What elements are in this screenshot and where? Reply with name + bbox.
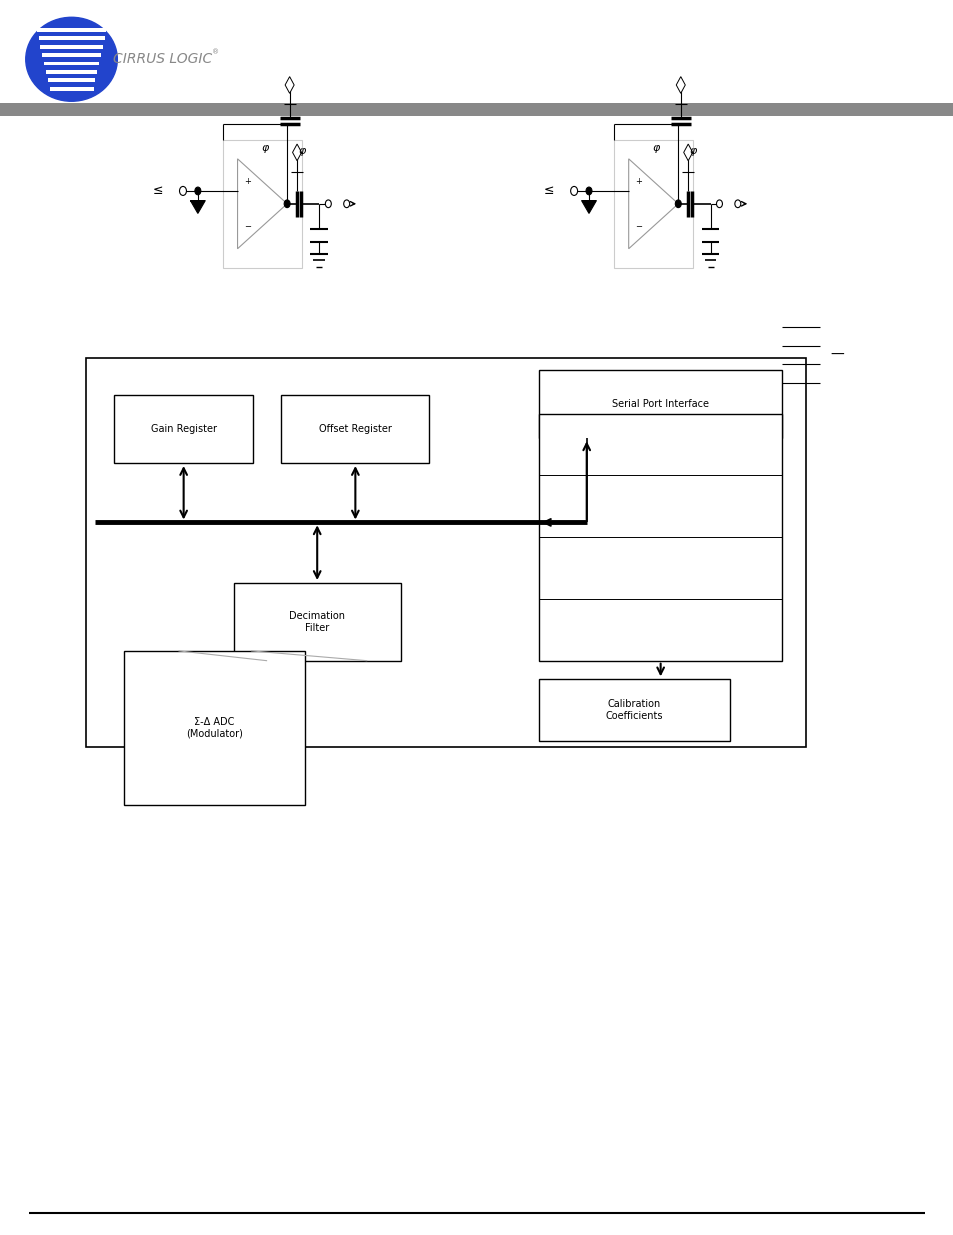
- Bar: [48, 79, 95, 83]
- Circle shape: [570, 186, 577, 195]
- Bar: [44, 62, 99, 65]
- Text: Offset Register: Offset Register: [318, 424, 392, 435]
- Polygon shape: [628, 159, 678, 248]
- Bar: [46, 70, 97, 74]
- Circle shape: [179, 186, 186, 195]
- Circle shape: [716, 200, 721, 207]
- Text: CIRRUS LOGIC: CIRRUS LOGIC: [112, 52, 212, 67]
- Bar: [40, 44, 103, 48]
- Text: Serial Port Interface: Serial Port Interface: [612, 399, 708, 410]
- Text: Gain Register: Gain Register: [151, 424, 216, 435]
- Circle shape: [585, 186, 592, 195]
- Circle shape: [284, 200, 290, 207]
- Bar: [42, 53, 101, 57]
- Circle shape: [194, 186, 201, 195]
- Bar: [222, 140, 302, 268]
- Bar: [38, 37, 105, 41]
- Text: φ: φ: [261, 143, 268, 153]
- Polygon shape: [676, 77, 684, 94]
- Bar: [538, 370, 781, 438]
- Polygon shape: [683, 144, 692, 161]
- Circle shape: [675, 200, 680, 207]
- Text: Decimation
Filter: Decimation Filter: [289, 611, 345, 632]
- Bar: [233, 583, 400, 661]
- Text: —: —: [829, 348, 842, 362]
- Bar: [50, 86, 93, 90]
- Ellipse shape: [26, 17, 117, 101]
- Text: ≤: ≤: [543, 184, 554, 198]
- Bar: [86, 358, 805, 747]
- Bar: [538, 414, 781, 661]
- Polygon shape: [237, 159, 287, 248]
- Polygon shape: [293, 144, 301, 161]
- Circle shape: [343, 200, 350, 207]
- Bar: [114, 395, 253, 463]
- Bar: [37, 28, 106, 32]
- Bar: [124, 651, 305, 805]
- Text: φ: φ: [689, 146, 696, 156]
- Bar: [538, 679, 729, 741]
- Text: +: +: [635, 177, 641, 185]
- Bar: [281, 395, 429, 463]
- Text: Calibration
Coefficients: Calibration Coefficients: [605, 699, 662, 721]
- Bar: [0, 103, 953, 116]
- Text: φ: φ: [298, 146, 305, 156]
- Circle shape: [734, 200, 740, 207]
- Text: −: −: [244, 222, 251, 231]
- Polygon shape: [581, 200, 596, 214]
- Text: −: −: [635, 222, 641, 231]
- Text: φ: φ: [652, 143, 659, 153]
- Text: ≤: ≤: [152, 184, 163, 198]
- Bar: [613, 140, 693, 268]
- Text: +: +: [244, 177, 251, 185]
- Circle shape: [325, 200, 331, 207]
- Polygon shape: [191, 200, 205, 214]
- Text: Σ-Δ ADC
(Modulator): Σ-Δ ADC (Modulator): [186, 718, 243, 739]
- Text: ®: ®: [212, 49, 219, 54]
- Polygon shape: [285, 77, 294, 94]
